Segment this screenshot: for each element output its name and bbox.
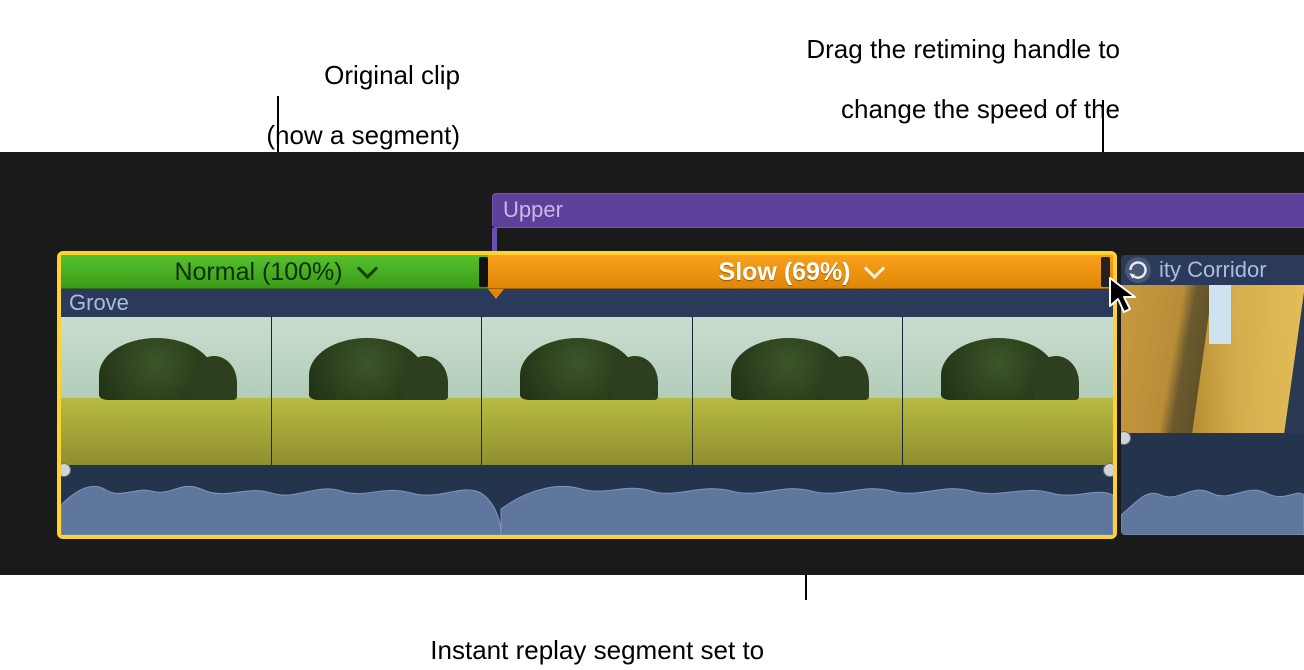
clip-city-corridor[interactable]: ity Corridor	[1121, 255, 1304, 535]
clip-grove-selected[interactable]: Normal (100%) Slow (69%) Grove	[57, 251, 1117, 539]
clip-thumbnail	[1121, 285, 1304, 433]
clip-thumbnail	[61, 317, 272, 465]
clip-filmstrip	[1121, 285, 1304, 433]
audio-fade-handle[interactable]	[1103, 463, 1117, 477]
retime-segment-slow[interactable]: Slow (69%)	[488, 255, 1113, 289]
annotation-text: Instant replay segment set to	[430, 635, 764, 665]
retime-segment-normal[interactable]: Normal (100%)	[61, 255, 488, 289]
clip-name-bar: Grove	[61, 289, 1113, 317]
annotation-text: (now a segment)	[266, 120, 460, 150]
clip-name-label: ity Corridor	[1159, 257, 1267, 282]
audio-fade-handle[interactable]	[57, 463, 71, 477]
clip-name-label: Grove	[69, 290, 129, 315]
annotation-text: Original clip	[324, 60, 460, 90]
clip-audio-waveform[interactable]	[61, 465, 1113, 535]
chevron-down-icon	[864, 258, 885, 279]
retime-segment-label: Normal (100%)	[174, 258, 342, 286]
annotation-replay-segment: Instant replay segment set to a manual s…	[380, 605, 800, 670]
retime-segment-label: Slow (69%)	[719, 258, 851, 286]
annotation-original-clip: Original clip (now a segment)	[110, 30, 460, 150]
clip-thumbnail	[693, 317, 904, 465]
timeline-viewport: Upper Normal (100%) Slow (69%) Grove	[0, 152, 1304, 575]
annotation-text: Drag the retiming handle to	[806, 34, 1120, 64]
clip-audio-waveform[interactable]	[1121, 433, 1304, 535]
loop-icon	[1125, 257, 1151, 283]
connected-clip-name: Upper	[503, 197, 563, 222]
clip-thumbnail	[903, 317, 1113, 465]
connected-clip-upper[interactable]: Upper	[492, 193, 1304, 228]
retime-pointer-icon	[488, 289, 504, 299]
retiming-handle[interactable]	[1101, 257, 1110, 287]
clip-filmstrip	[61, 317, 1113, 465]
annotation-text: change the speed of the	[841, 94, 1120, 124]
clip-thumbnail	[482, 317, 693, 465]
chevron-down-icon	[356, 258, 377, 279]
retiming-handle[interactable]	[479, 257, 488, 287]
clip-thumbnail	[272, 317, 483, 465]
